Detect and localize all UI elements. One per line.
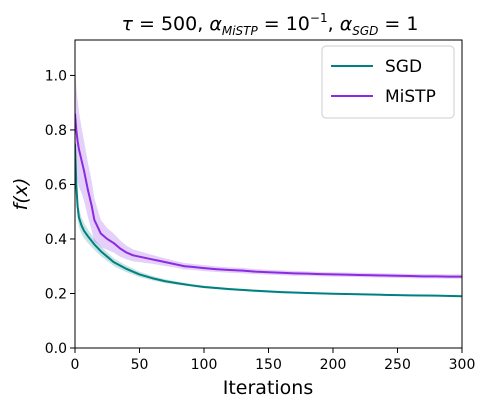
x-tick-label: 250	[384, 357, 411, 373]
legend-box	[321, 45, 455, 119]
x-tick-label: 50	[131, 357, 149, 373]
y-tick-label: 0.8	[45, 123, 67, 139]
y-tick-label: 1.0	[45, 68, 67, 84]
chart-title: τ = 500, αMiSTP = 10−1, αSGD = 1	[122, 11, 419, 38]
x-axis-label: Iterations	[223, 377, 314, 399]
legend: SGD MiSTP	[321, 45, 455, 119]
y-tick-label: 0.2	[45, 286, 67, 302]
x-tick-label: 100	[191, 357, 218, 373]
y-axis-label: f(x)	[10, 178, 32, 211]
x-tick-label: 150	[255, 357, 282, 373]
y-tick-label: 0.0	[45, 341, 67, 357]
x-tick-label: 300	[449, 357, 476, 373]
y-tick-label: 0.4	[45, 232, 67, 248]
x-tick-label: 0	[71, 357, 80, 373]
y-tick-label: 0.6	[45, 177, 67, 193]
series-line-mistp	[75, 113, 462, 278]
legend-label-mistp: MiSTP	[385, 87, 436, 107]
series-line-sgd	[75, 143, 462, 298]
legend-label-sgd: SGD	[385, 57, 422, 77]
x-tick-label: 200	[320, 357, 347, 373]
